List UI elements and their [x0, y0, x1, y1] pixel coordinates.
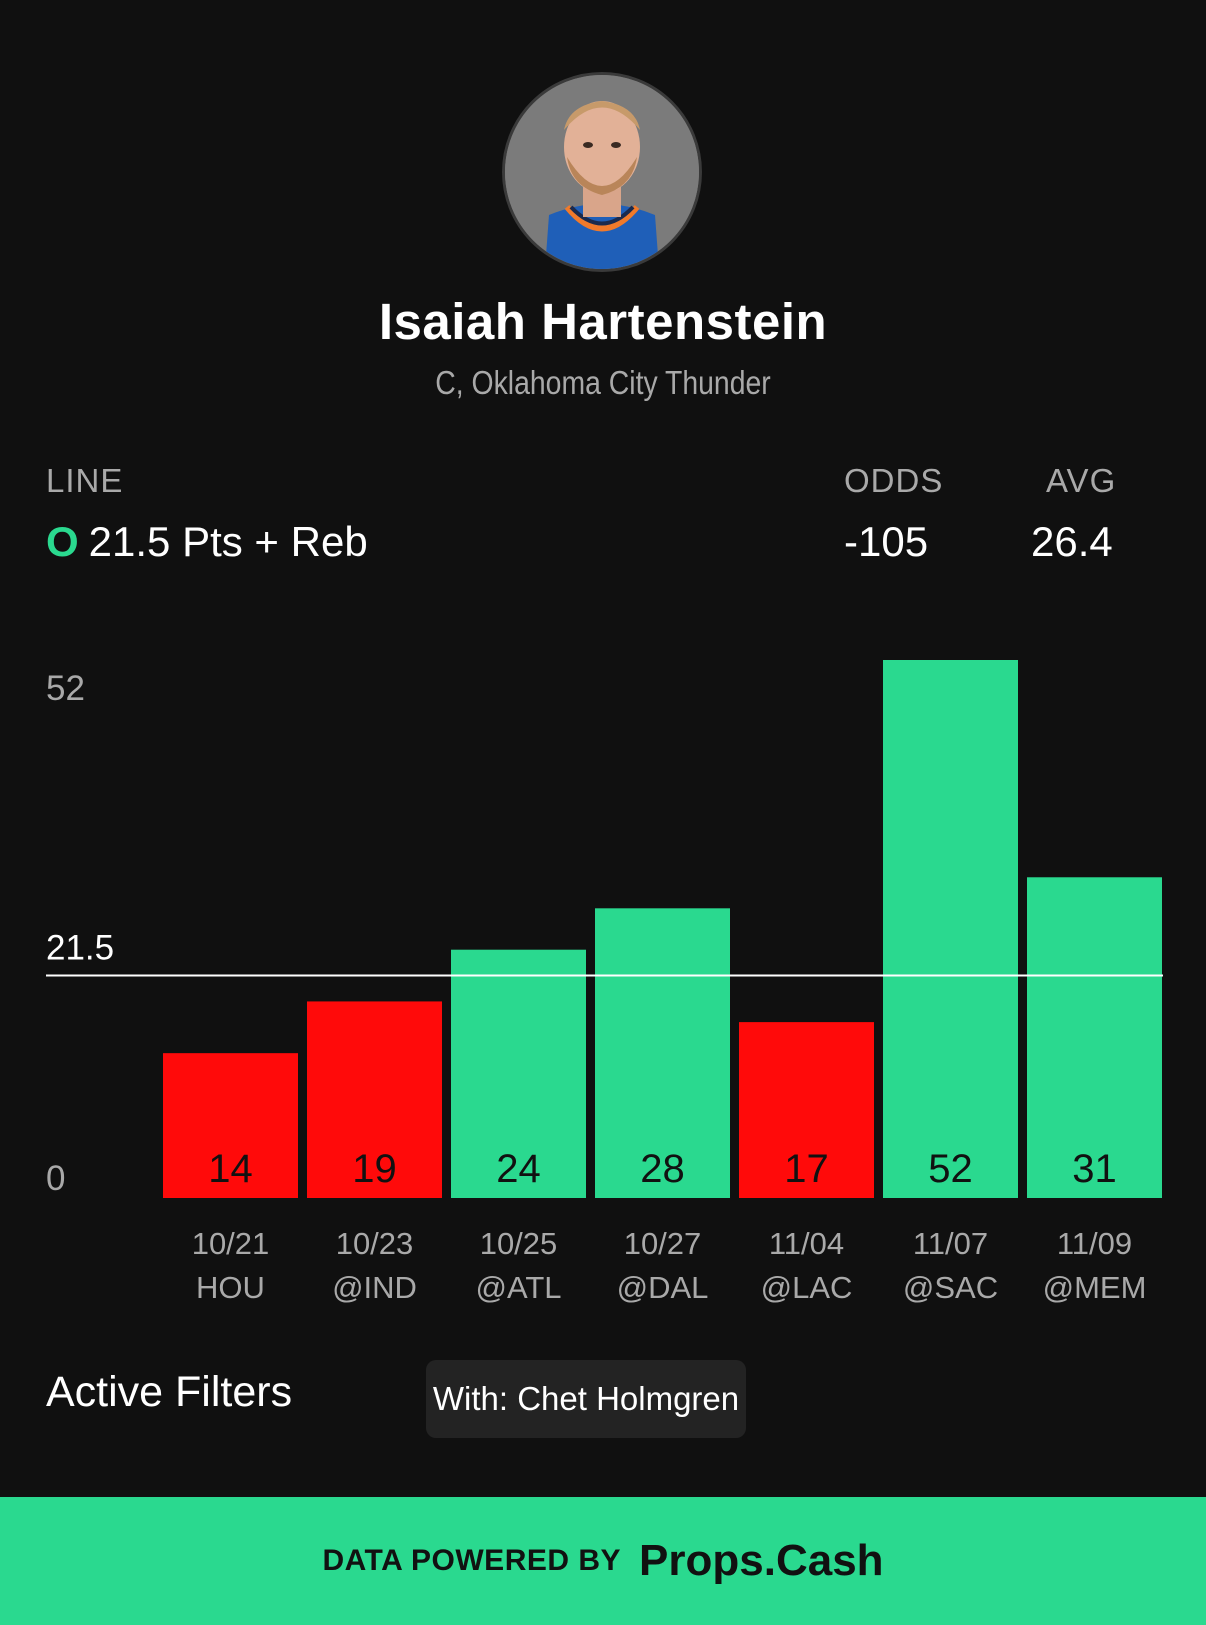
- x-tick-date: 11/04: [769, 1226, 844, 1261]
- bar-1: [307, 1001, 442, 1198]
- odds-value: -105: [844, 518, 929, 565]
- player-name: Isaiah Hartenstein: [378, 293, 828, 350]
- player-position-team: C, Oklahoma City Thunder: [435, 364, 771, 401]
- y-tick-label: 52: [46, 669, 85, 708]
- x-tick-date: 10/27: [624, 1226, 702, 1261]
- bar-6: [1027, 877, 1162, 1198]
- x-tick-opponent: @IND: [332, 1270, 417, 1305]
- bar-2: [451, 949, 586, 1198]
- odds-label: ODDS: [844, 462, 944, 499]
- x-tick-date: 10/25: [480, 1226, 558, 1261]
- active-filters-label: Active Filters: [46, 1368, 293, 1416]
- bar-value-label: 14: [208, 1147, 253, 1191]
- bar-value-label: 19: [352, 1147, 397, 1191]
- avg-value: 26.4: [1031, 518, 1113, 565]
- filter-chip-with-chet-holmgren[interactable]: With: Chet Holmgren: [426, 1360, 746, 1438]
- line-prop: 21.5 Pts + Reb: [88, 518, 368, 565]
- bar-0: [163, 1053, 298, 1198]
- x-tick-opponent: @ATL: [475, 1270, 561, 1305]
- player-avatar: [502, 72, 702, 272]
- x-tick-date: 10/21: [192, 1226, 270, 1261]
- x-tick-date: 10/23: [336, 1226, 414, 1261]
- bar-4: [739, 1022, 874, 1198]
- bar-value-label: 24: [496, 1147, 541, 1191]
- bar-value-label: 28: [640, 1147, 685, 1191]
- footer-banner[interactable]: DATA POWERED BY Props.Cash: [0, 1497, 1206, 1625]
- y-tick-label: 21.5: [46, 929, 114, 968]
- bar-value-label: 17: [784, 1147, 829, 1191]
- x-tick-opponent: HOU: [196, 1270, 265, 1305]
- bar-5: [883, 660, 1018, 1198]
- line-label: LINE: [46, 462, 124, 499]
- x-tick-opponent: @SAC: [903, 1270, 998, 1305]
- avg-label: AVG: [1046, 462, 1117, 499]
- x-tick-opponent: @MEM: [1043, 1270, 1147, 1305]
- game-log-bar-chart: 14 10/21 HOU 19 10/23 @IND 24 10/25 @ATL 28 10/27 @…: [46, 660, 1163, 1305]
- line-value: O 21.5 Pts + Reb: [46, 518, 368, 566]
- x-tick-opponent: @LAC: [761, 1270, 853, 1305]
- y-tick-label: 0: [46, 1159, 65, 1198]
- bar-3: [595, 908, 730, 1198]
- x-tick-date: 11/07: [913, 1226, 988, 1261]
- over-indicator: O: [46, 518, 79, 565]
- bar-value-label: 31: [1072, 1147, 1117, 1191]
- footer-prefix: DATA POWERED BY: [322, 1544, 622, 1577]
- footer-brand-logo: Props.Cash: [639, 1536, 884, 1585]
- bar-value-label: 52: [928, 1147, 973, 1191]
- x-tick-opponent: @DAL: [617, 1270, 709, 1305]
- x-tick-date: 11/09: [1057, 1226, 1132, 1261]
